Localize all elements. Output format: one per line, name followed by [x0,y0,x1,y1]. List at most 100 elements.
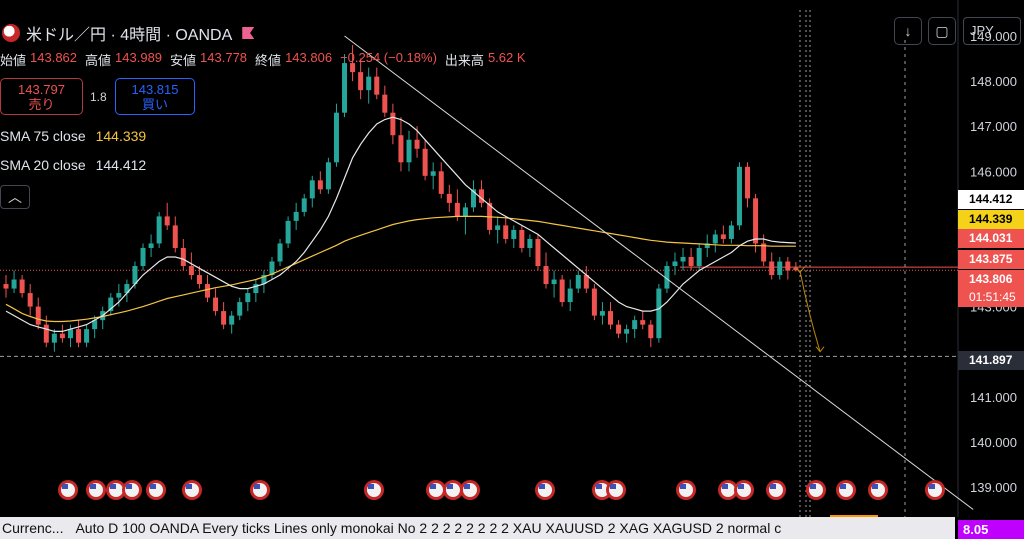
buy-price: 143.815 [131,82,179,97]
sma20-value: 144.412 [95,157,147,173]
candle-body [84,329,90,343]
event-flag-icon[interactable] [606,480,626,500]
candle-body [35,306,41,325]
candle-body [196,275,202,285]
sma75-line [5,215,796,323]
candle-body [59,333,65,339]
close-label: 終値 [255,53,282,68]
candle-body [390,112,396,136]
price-tick-label: 148.000 [970,74,1017,89]
candle-body [108,297,114,312]
high-mark-price-label: 144.031 [958,229,1024,248]
countdown-label: 01:51:45 [958,288,1024,307]
event-flag-icon[interactable] [718,480,738,500]
sma20-legend[interactable]: SMA 20 close 144.412 [0,157,146,173]
candle-body [720,234,726,239]
event-flag-icon[interactable] [146,480,166,500]
event-flag-icon[interactable] [460,480,480,500]
event-flag-icon[interactable] [868,480,888,500]
sma20-line [5,116,796,332]
candle-body [567,288,573,303]
sma75-value: 144.339 [95,128,147,144]
candle-body [164,216,170,226]
event-flag-icon[interactable] [806,480,826,500]
event-flag-icon[interactable] [925,480,945,500]
candle-body [358,72,364,91]
event-flag-icon[interactable] [122,480,142,500]
candle-body [140,247,146,267]
sell-button[interactable]: 143.797 売り [0,78,83,115]
event-flag-icon[interactable] [426,480,446,500]
candle-body [51,333,57,343]
candle-body [374,76,380,95]
value-badge: 8.05 [958,520,1024,539]
event-flag-icon[interactable] [766,480,786,500]
download-button[interactable]: ↓ [894,17,922,45]
event-flag-icon[interactable] [443,480,463,500]
event-flag-icon[interactable] [58,480,78,500]
candle-body [43,324,49,343]
candle-body [462,207,468,217]
collapse-legend-button[interactable]: ︿ [0,185,30,209]
sma75-legend[interactable]: SMA 75 close 144.339 [0,128,146,144]
forecast-arrowhead [794,266,806,274]
candle-body [696,247,702,267]
candle-body [342,63,348,113]
candle-body [221,311,227,325]
candle-body [761,243,767,262]
buy-label: 買い [141,97,168,112]
candle-body [285,220,291,244]
candle-body [11,279,17,289]
bookmark-flag-icon[interactable] [242,27,255,39]
chevron-up-icon: ︿ [8,189,22,205]
event-flag-icon[interactable] [734,480,754,500]
volume-value: 5.62 K [487,50,526,65]
candle-body [559,279,565,303]
candle-body [382,94,388,113]
candle-body [503,225,509,239]
status-item-currency[interactable]: Currenc... [2,520,64,536]
event-flag-icon[interactable] [676,480,696,500]
candle-body [132,266,138,285]
flag-icon [2,24,20,42]
candle-body [535,238,541,267]
status-bar[interactable]: Currenc... Auto D 100 OANDA Every ticks L… [0,517,955,539]
hline-price-label[interactable]: 141.897 [958,351,1024,370]
price-tick-label: 140.000 [970,435,1017,450]
candle-body [777,261,783,276]
candle-body [213,297,219,312]
event-flag-icon[interactable] [364,480,384,500]
event-flag-icon[interactable] [182,480,202,500]
sma20-label: SMA 20 close [0,157,86,173]
candle-body [422,148,428,176]
candle-body [19,279,25,294]
event-flag-icon[interactable] [250,480,270,500]
currency-select[interactable]: JPY [963,17,1021,45]
candle-body [245,293,251,303]
low-value: 143.778 [200,50,248,65]
candle-body [325,162,331,190]
event-flag-icon[interactable] [836,480,856,500]
candle-body [511,229,517,239]
chart-header[interactable]: 米ドル／円 · 4時間 · OANDA [0,22,255,44]
status-item-settings[interactable]: Auto D 100 OANDA Every ticks Lines only … [75,520,782,536]
sma75-price-label: 144.339 [958,210,1024,229]
candle-body [479,189,485,203]
event-flag-icon[interactable] [86,480,106,500]
candle-body [148,243,154,248]
candle-body [188,266,194,276]
symbol-title[interactable]: 米ドル／円 · 4時間 · OANDA [26,27,233,44]
square-icon: ▢ [935,23,949,39]
event-flag-icon[interactable] [106,480,126,500]
candle-body [293,211,299,221]
candle-body [599,311,605,316]
event-flag-icon[interactable] [535,480,555,500]
candle-body [736,166,742,226]
fullscreen-button[interactable]: ▢ [928,17,956,45]
candle-body [793,267,799,271]
open-value: 143.862 [30,50,78,65]
buy-button[interactable]: 143.815 買い [115,78,195,115]
event-flag-icon[interactable] [592,480,612,500]
sma75-label: SMA 75 close [0,128,86,144]
candle-body [350,63,356,73]
